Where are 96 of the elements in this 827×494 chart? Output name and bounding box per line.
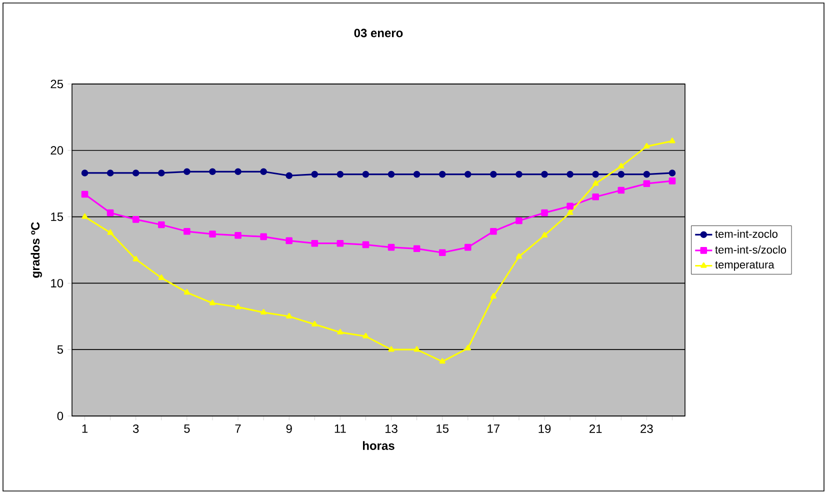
x-tick-label: 19 [538, 424, 551, 433]
y-axis-title: grados ºC [30, 222, 42, 278]
point [286, 237, 293, 244]
point [643, 180, 650, 187]
point [184, 168, 190, 176]
point [82, 213, 88, 219]
point [106, 209, 114, 216]
x-tick-label: 9 [286, 424, 292, 433]
point [388, 346, 394, 352]
point [312, 320, 318, 326]
point [234, 304, 242, 310]
point [592, 180, 599, 186]
point [158, 170, 165, 176]
legend-label: tem-int-s/zoclo [715, 246, 786, 254]
point [234, 168, 242, 176]
point [234, 232, 242, 239]
point [158, 221, 165, 228]
point [438, 170, 446, 178]
point [336, 240, 344, 247]
point [643, 170, 650, 178]
y-tick-label: 5 [57, 345, 64, 354]
x-axis-title: horas [362, 441, 394, 450]
point [107, 229, 114, 235]
point [362, 241, 370, 248]
point [618, 162, 624, 168]
point [669, 138, 676, 144]
point [209, 300, 216, 306]
legend-label: temperatura [715, 261, 774, 271]
point [286, 172, 293, 180]
point [158, 274, 164, 280]
point [388, 170, 395, 178]
point [362, 332, 369, 338]
point [592, 170, 600, 178]
point [337, 328, 344, 334]
x-tick-label: 13 [386, 424, 398, 433]
point [438, 249, 446, 256]
point [490, 170, 497, 178]
point [106, 170, 114, 176]
point [184, 289, 190, 295]
point [490, 293, 496, 299]
point [362, 170, 370, 178]
point [566, 170, 574, 178]
x-tick-label: 11 [334, 424, 346, 433]
point [516, 217, 522, 224]
point [260, 309, 267, 315]
point [260, 233, 267, 240]
x-tick-label: 7 [235, 424, 241, 433]
point [668, 178, 676, 184]
point [516, 170, 522, 178]
point [464, 244, 472, 251]
point [541, 232, 548, 238]
point [414, 346, 420, 352]
x-tick-label: 15 [436, 424, 449, 433]
point [81, 190, 88, 198]
point [132, 216, 140, 223]
y-tick-label: 20 [50, 146, 64, 155]
point [567, 209, 574, 215]
x-tick-label: 17 [488, 424, 500, 433]
point [132, 256, 139, 262]
y-tick-label: 15 [51, 212, 64, 221]
point [592, 193, 600, 200]
point [618, 170, 625, 178]
point [413, 170, 420, 178]
point [464, 344, 471, 350]
legend-label: tem-int-zoclo [715, 230, 778, 238]
point [388, 244, 395, 251]
y-tick-label: 10 [51, 278, 64, 288]
point [132, 170, 140, 176]
point [566, 202, 574, 210]
point [644, 143, 650, 149]
x-tick-label: 3 [132, 424, 139, 433]
x-tick-label: 1 [82, 424, 88, 433]
point [541, 170, 548, 178]
point [541, 209, 548, 216]
y-tick-label: 25 [50, 80, 64, 88]
x-tick-label: 5 [184, 424, 190, 433]
point [209, 230, 216, 238]
point [336, 170, 344, 178]
point [260, 168, 267, 176]
y-tick-label: 0 [57, 412, 64, 420]
point [439, 358, 446, 364]
x-tick-label: 21 [590, 424, 602, 433]
x-tick-label: 23 [640, 424, 653, 433]
point [311, 240, 318, 247]
point [311, 170, 318, 178]
point [184, 228, 190, 235]
point [464, 170, 472, 178]
point [490, 228, 497, 235]
point [668, 170, 676, 176]
point [516, 253, 522, 259]
point [286, 312, 292, 318]
chart-title: 03 enero [354, 28, 403, 38]
point [413, 245, 420, 252]
point [618, 186, 625, 194]
point [209, 168, 216, 176]
point [81, 170, 88, 176]
